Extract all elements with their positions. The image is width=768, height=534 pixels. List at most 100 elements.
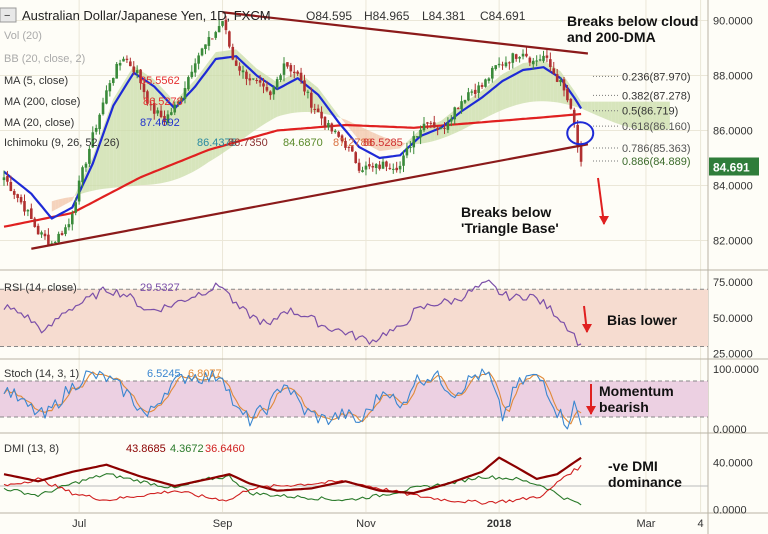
- cloud-segment: [666, 101, 670, 130]
- fib-label: 0.618(86.160): [622, 121, 691, 133]
- candle-up: [467, 92, 470, 101]
- candle-down: [258, 80, 262, 83]
- cloud-segment: [546, 62, 551, 102]
- cloud-segment: [512, 66, 517, 107]
- candle-down: [12, 191, 16, 195]
- cloud-segment: [205, 61, 209, 165]
- candle-down: [330, 123, 334, 132]
- candle-down: [555, 74, 559, 82]
- dmi-plus-value: 4.3672: [170, 443, 204, 455]
- cloud-segment: [611, 101, 616, 123]
- ichimoku-value: 87.2788: [333, 137, 373, 149]
- ohlc-l-value: L84.381: [422, 9, 466, 23]
- candle-down: [23, 201, 26, 212]
- fibonacci-levels: 0.236(87.970) 0.382(87.278) 0.5(86.719) 0.6…: [593, 71, 691, 168]
- cloud-segment: [342, 118, 346, 124]
- candle-down: [6, 176, 9, 182]
- candle-up: [122, 58, 125, 62]
- cloud-segment: [389, 139, 394, 150]
- candle-up: [173, 104, 177, 113]
- cloud-segment: [171, 97, 175, 181]
- candle-down: [303, 80, 306, 92]
- annotation-stoch: Momentum bearish: [599, 383, 674, 415]
- candle-down: [566, 88, 569, 101]
- stoch-tick-label: 0.0000: [713, 424, 747, 436]
- candle-down: [340, 135, 344, 142]
- cloud-segment: [62, 197, 66, 207]
- cloud-segment: [256, 68, 261, 130]
- candles: [2, 15, 583, 246]
- annotation-triangle-break: Breaks below 'Triangle Base': [461, 204, 559, 236]
- time-tick-label: 2018: [487, 518, 511, 530]
- candle-up: [64, 227, 67, 235]
- indicator-label: MA (5, close): [4, 75, 68, 87]
- dmi-adx-value: 43.8685: [126, 443, 166, 455]
- cloud-segment: [58, 198, 63, 208]
- candle-up: [412, 136, 416, 148]
- candle-down: [210, 38, 214, 40]
- candle-down: [142, 83, 146, 93]
- indicator-value: 85.5562: [140, 75, 180, 87]
- candle-up: [67, 224, 71, 228]
- cloud-segment: [581, 101, 585, 110]
- cloud-segment: [284, 76, 288, 115]
- candle-down: [139, 69, 142, 84]
- candle-down: [545, 55, 549, 58]
- indicator-label: Ichimoku (9, 26, 52, 26): [4, 137, 120, 149]
- ohlc-c-value: C84.691: [480, 9, 526, 23]
- time-tick-label: Mar: [636, 518, 655, 530]
- cloud-segment: [533, 61, 537, 102]
- adx-line: [3, 456, 582, 495]
- candle-up: [415, 136, 419, 138]
- candle-up: [88, 148, 91, 164]
- candle-up: [494, 65, 498, 70]
- candle-down: [354, 152, 358, 164]
- annotation-cloud-break: Breaks below cloud and 200-DMA: [567, 13, 698, 45]
- cloud-segment: [229, 49, 233, 149]
- candle-up: [187, 77, 190, 90]
- candle-up: [327, 123, 330, 128]
- candle-down: [36, 225, 40, 235]
- candle-down: [269, 91, 272, 96]
- cloud-segment: [649, 101, 653, 131]
- candle-down: [368, 164, 371, 167]
- cloud-segment: [219, 51, 223, 156]
- cloud-segment: [113, 93, 117, 188]
- annotation-dmi: -ve DMI dominance: [608, 458, 682, 490]
- cloud-segment: [123, 76, 127, 187]
- candle-down: [43, 233, 47, 237]
- cloud-segment: [601, 101, 605, 119]
- candle-down: [323, 116, 327, 127]
- cloud-segment: [246, 59, 250, 137]
- dmi-minus-line: [3, 464, 582, 505]
- rsi-down-arrow-head: [582, 324, 592, 333]
- candle-down: [426, 122, 429, 124]
- candle-down: [514, 54, 518, 59]
- candle-down: [528, 57, 532, 63]
- candle-down: [292, 71, 296, 74]
- cloud-segment: [348, 121, 353, 132]
- candle-up: [535, 60, 538, 62]
- candle-down: [265, 87, 269, 91]
- candle-down: [347, 146, 351, 148]
- cloud-segment: [604, 101, 609, 121]
- collapse-glyph: −: [4, 10, 10, 22]
- candle-up: [2, 177, 6, 181]
- stoch-down-arrow-head: [586, 406, 596, 415]
- candle-up: [409, 146, 412, 148]
- ma200-polyline: [3, 112, 582, 228]
- cloud-segment: [505, 70, 510, 109]
- collapse-icon: [0, 7, 17, 23]
- cloud-segment: [130, 65, 134, 187]
- candle-up: [463, 99, 467, 103]
- candle-up: [470, 91, 474, 93]
- candle-down: [395, 167, 398, 171]
- candle-down: [159, 110, 163, 118]
- cloud-segment: [208, 56, 213, 162]
- candle-up: [91, 132, 95, 148]
- candle-down: [501, 64, 504, 66]
- candle-down: [245, 71, 248, 80]
- candle-down: [238, 66, 241, 71]
- ma200-line: [3, 112, 582, 228]
